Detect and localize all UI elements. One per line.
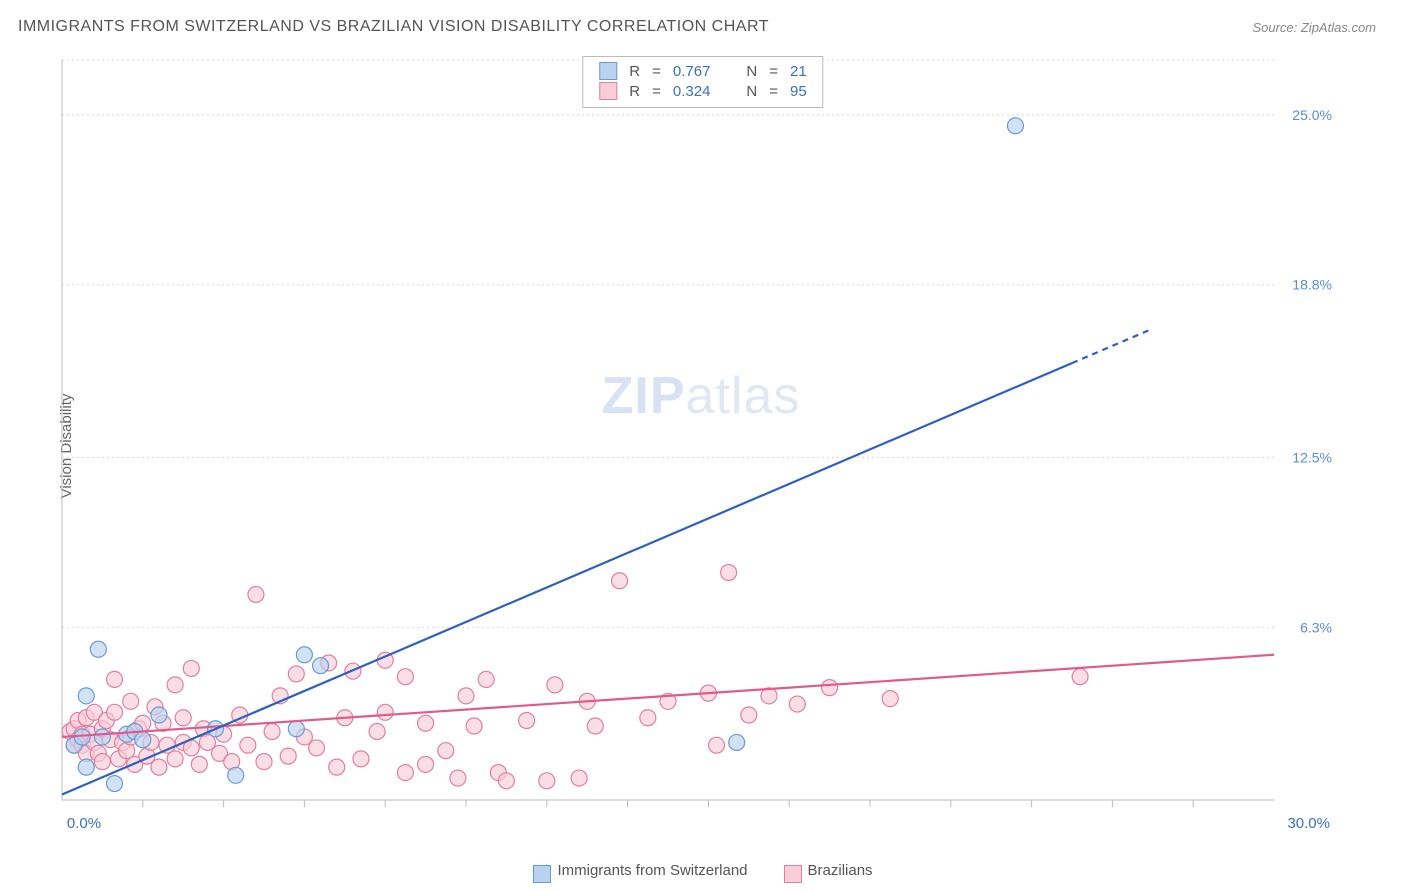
data-point xyxy=(438,743,454,759)
chart-container: IMMIGRANTS FROM SWITZERLAND VS BRAZILIAN… xyxy=(0,0,1406,892)
legend-eq: = xyxy=(763,61,784,81)
legend-row: R=0.324N=95 xyxy=(593,81,812,101)
data-point xyxy=(151,707,167,723)
data-point xyxy=(167,751,183,767)
legend-swatch xyxy=(599,82,617,100)
data-point xyxy=(353,751,369,767)
data-point xyxy=(612,573,628,589)
data-point xyxy=(264,723,280,739)
legend-n-value: 21 xyxy=(784,61,813,81)
legend-label: Immigrants from Switzerland xyxy=(557,862,747,879)
data-point xyxy=(822,680,838,696)
data-point xyxy=(256,754,272,770)
legend-r-label: R xyxy=(623,61,646,81)
plot-area: 6.3%12.5%18.8%25.0%0.0%30.0% ZIPatlas xyxy=(56,48,1346,838)
data-point xyxy=(191,756,207,772)
data-point xyxy=(397,669,413,685)
data-point xyxy=(789,696,805,712)
legend-swatch xyxy=(533,865,551,883)
data-point xyxy=(708,737,724,753)
data-point xyxy=(377,704,393,720)
data-point xyxy=(539,773,555,789)
data-point xyxy=(107,704,123,720)
data-point xyxy=(478,671,494,687)
data-point xyxy=(296,647,312,663)
data-point xyxy=(458,688,474,704)
data-point xyxy=(418,756,434,772)
data-point xyxy=(466,718,482,734)
data-point xyxy=(288,666,304,682)
data-point xyxy=(1007,118,1023,134)
data-point xyxy=(369,723,385,739)
data-point xyxy=(498,773,514,789)
legend-r-value: 0.324 xyxy=(667,81,717,101)
y-tick-label: 6.3% xyxy=(1300,619,1332,635)
data-point xyxy=(228,767,244,783)
data-point xyxy=(78,759,94,775)
data-point xyxy=(721,565,737,581)
x-min-label: 0.0% xyxy=(67,815,101,832)
scatter-plot-svg: 6.3% 12.5% 18.8% 25.0% 0.0% 30.0% xyxy=(56,48,1346,838)
data-point xyxy=(418,715,434,731)
data-point xyxy=(397,765,413,781)
data-point xyxy=(519,713,535,729)
data-point xyxy=(90,641,106,657)
legend-label: Brazilians xyxy=(808,862,873,879)
legend-eq: = xyxy=(763,81,784,101)
data-point xyxy=(882,691,898,707)
data-point xyxy=(248,586,264,602)
data-point xyxy=(167,677,183,693)
legend-n-value: 95 xyxy=(784,81,813,101)
data-point xyxy=(240,737,256,753)
data-point xyxy=(450,770,466,786)
data-point xyxy=(151,759,167,775)
data-point xyxy=(94,754,110,770)
y-tick-label: 18.8% xyxy=(1292,277,1332,293)
legend-eq: = xyxy=(646,61,667,81)
legend-series: Immigrants from Switzerland Brazilians xyxy=(0,862,1406,880)
data-point xyxy=(135,732,151,748)
data-point xyxy=(741,707,757,723)
legend-swatch xyxy=(784,865,802,883)
data-point xyxy=(175,710,191,726)
source-label: Source: ZipAtlas.com xyxy=(1252,20,1376,35)
data-point xyxy=(78,688,94,704)
legend-swatch xyxy=(599,62,617,80)
legend-n-label: N xyxy=(740,81,763,101)
data-point xyxy=(123,693,139,709)
data-point xyxy=(280,748,296,764)
data-point xyxy=(183,660,199,676)
data-point xyxy=(313,658,329,674)
legend-item: Immigrants from Switzerland xyxy=(533,862,747,880)
legend-row: R=0.767N=21 xyxy=(593,61,812,81)
legend-r-value: 0.767 xyxy=(667,61,717,81)
data-point xyxy=(571,770,587,786)
data-point xyxy=(288,721,304,737)
data-point xyxy=(329,759,345,775)
legend-r-label: R xyxy=(623,81,646,101)
chart-title: IMMIGRANTS FROM SWITZERLAND VS BRAZILIAN… xyxy=(18,18,769,36)
data-point xyxy=(107,671,123,687)
x-max-label: 30.0% xyxy=(1287,815,1330,832)
trend-line-dashed xyxy=(1072,329,1153,364)
legend-item: Brazilians xyxy=(784,862,873,880)
legend-correlation-box: R=0.767N=21R=0.324N=95 xyxy=(582,56,823,108)
data-point xyxy=(547,677,563,693)
data-point xyxy=(309,740,325,756)
data-point xyxy=(1072,669,1088,685)
data-point xyxy=(107,776,123,792)
trend-line xyxy=(62,363,1072,794)
data-point xyxy=(640,710,656,726)
legend-n-label: N xyxy=(740,61,763,81)
y-tick-label: 25.0% xyxy=(1292,107,1332,123)
data-point xyxy=(587,718,603,734)
data-point xyxy=(729,734,745,750)
y-tick-label: 12.5% xyxy=(1292,449,1332,465)
data-point xyxy=(94,729,110,745)
trend-line xyxy=(62,655,1274,737)
legend-eq: = xyxy=(646,81,667,101)
